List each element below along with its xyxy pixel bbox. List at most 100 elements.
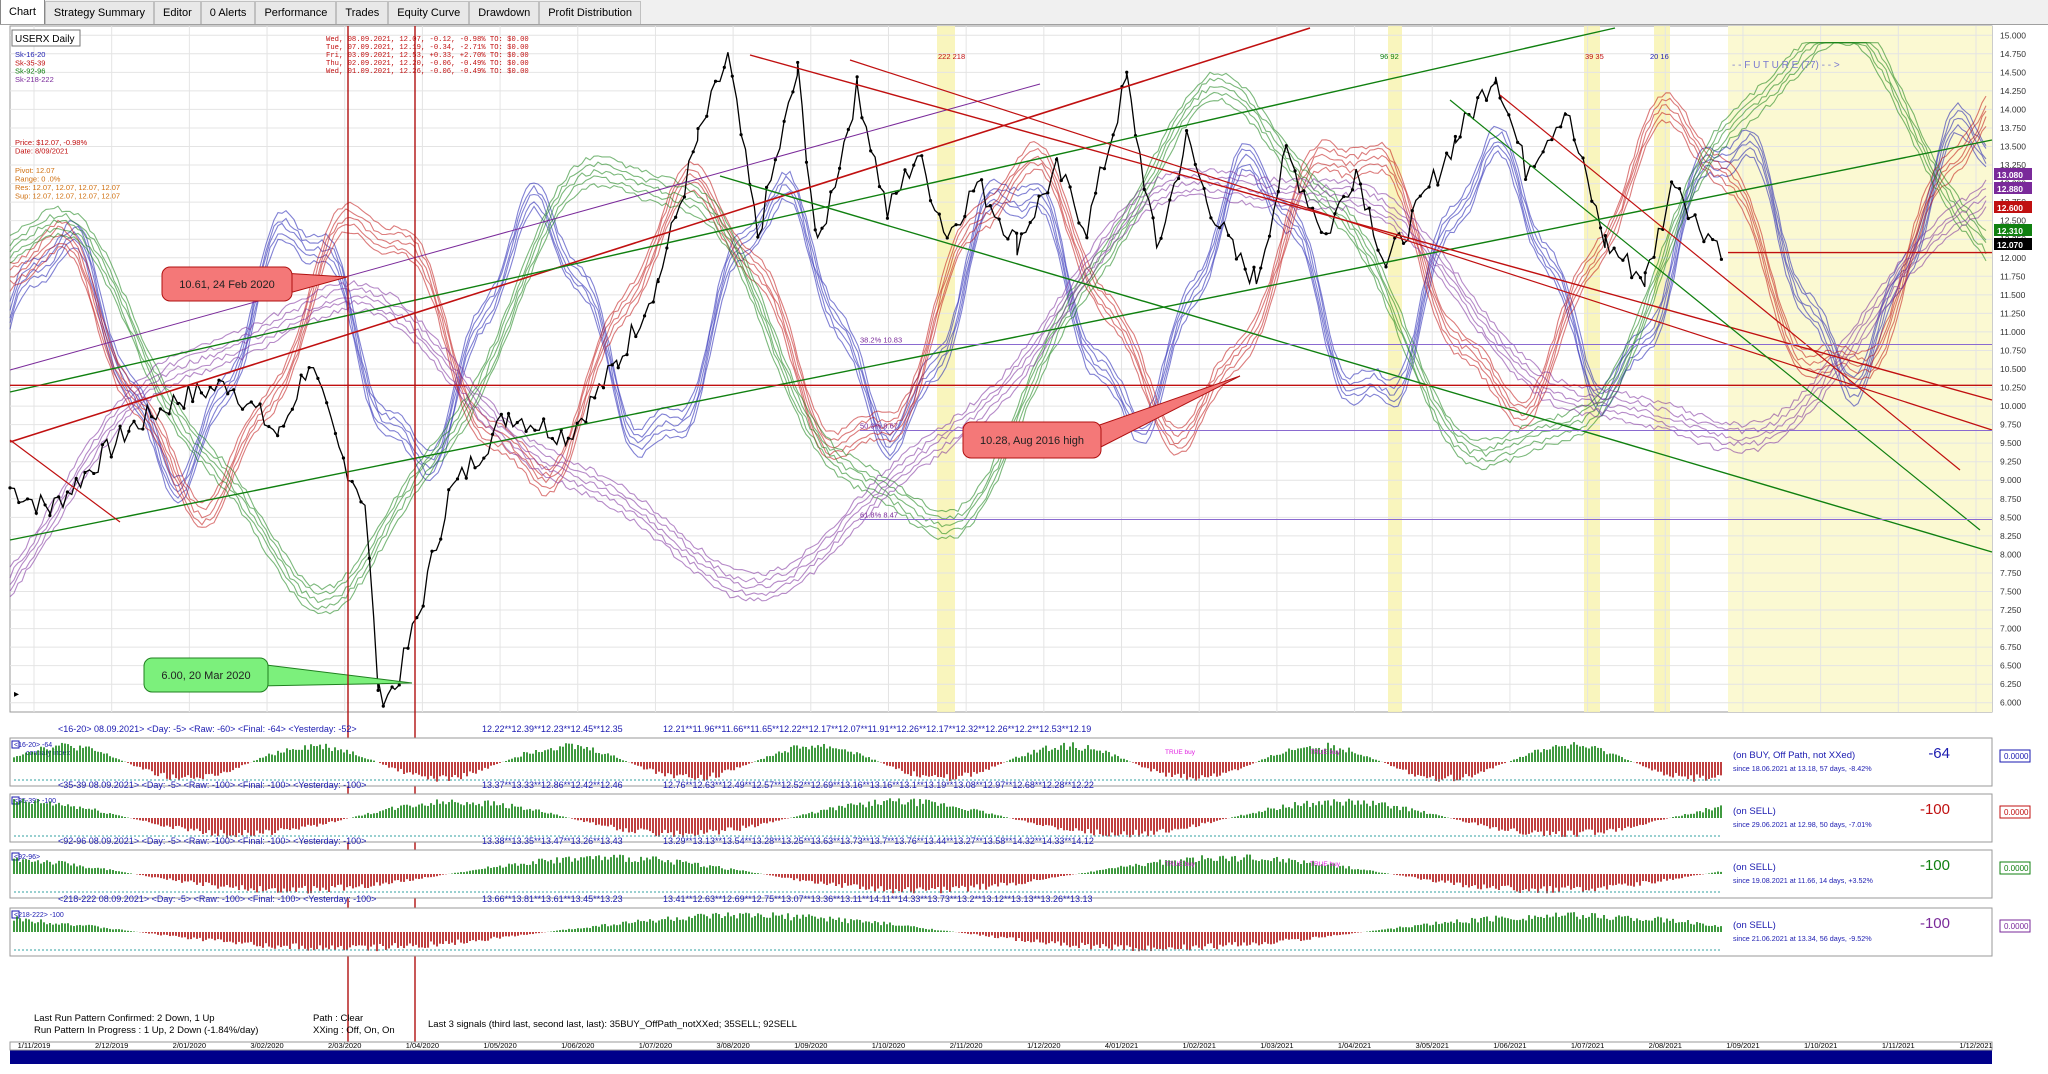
price-dot bbox=[1523, 177, 1528, 182]
price-dot bbox=[191, 399, 195, 404]
price-dot bbox=[515, 420, 519, 425]
price-dot bbox=[1621, 258, 1625, 262]
tab-profit-distribution[interactable]: Profit Distribution bbox=[539, 1, 641, 24]
price-dot bbox=[333, 431, 338, 436]
price-dot bbox=[739, 133, 743, 137]
price-dot bbox=[1324, 232, 1328, 236]
price-axis-label: 7.000 bbox=[2000, 624, 2022, 634]
down-trendline-red bbox=[749, 54, 1993, 401]
price-axis-label: 8.750 bbox=[2000, 494, 2022, 504]
indicator-value: 0.0000 bbox=[2004, 752, 2029, 761]
price-dot bbox=[43, 503, 47, 507]
price-dot bbox=[34, 511, 38, 515]
price-dot bbox=[1410, 209, 1414, 213]
date-axis-label: 1/11/2021 bbox=[1882, 1041, 1915, 1050]
price-dot bbox=[1218, 226, 1222, 230]
tab-performance[interactable]: Performance bbox=[255, 1, 337, 24]
indicator-value-box bbox=[1999, 861, 2031, 875]
price-dot bbox=[57, 495, 61, 499]
indicator-panel-1[interactable]: <35-39 08.09.2021> <Day: -5> <Raw: -100>… bbox=[9, 780, 2031, 843]
price-dot bbox=[92, 471, 96, 476]
indicator-header: <35-39 08.09.2021> <Day: -5> <Raw: -100>… bbox=[58, 780, 366, 790]
callout-20mar2020: 6.00, 20 Mar 2020 bbox=[143, 657, 413, 693]
price-dot bbox=[1046, 191, 1050, 195]
band-218-222-line bbox=[9, 193, 1987, 602]
price-dot bbox=[1603, 234, 1607, 238]
price-dot bbox=[1376, 248, 1380, 252]
tab-editor[interactable]: Editor bbox=[154, 1, 201, 24]
price-dot bbox=[381, 704, 385, 708]
price-axis-label: 6.500 bbox=[2000, 661, 2022, 671]
price-dot bbox=[912, 163, 916, 167]
collapse-icon[interactable] bbox=[11, 796, 20, 805]
price-dot bbox=[1418, 194, 1422, 198]
price-dot bbox=[804, 160, 809, 164]
price-dot bbox=[1453, 134, 1457, 139]
cycle-label: 39 35 bbox=[1585, 52, 1604, 61]
chart-workspace[interactable]: 15.000 14.750 14.500 14.250 14.000 13.750 13.5… bbox=[0, 24, 2048, 1074]
footer-info: Last Run Pattern Confirmed: 2 Down, 1 Up… bbox=[34, 1013, 797, 1036]
price-dot bbox=[149, 415, 154, 419]
band-218-222-line bbox=[9, 188, 1987, 597]
date-axis-label: 2/12/2019 bbox=[95, 1041, 128, 1050]
tab-strategy-summary[interactable]: Strategy Summary bbox=[44, 1, 154, 24]
price-dot bbox=[656, 279, 660, 284]
indicator-status: (on BUY, Off Path, not XXed) bbox=[1733, 750, 1855, 761]
price-dot bbox=[533, 428, 537, 432]
price-axis-label: 7.500 bbox=[2000, 586, 2022, 596]
date-axis-label: 1/09/2020 bbox=[794, 1041, 827, 1050]
tab-drawdown[interactable]: Drawdown bbox=[469, 1, 540, 24]
indicator-panel-0[interactable]: <16-20> 08.09.2021> <Day: -5> <Raw: -60>… bbox=[9, 724, 2031, 787]
price-axis-label: 14.750 bbox=[2000, 49, 2026, 59]
price-dot bbox=[490, 432, 495, 436]
collapse-icon[interactable] bbox=[11, 910, 20, 919]
collapse-icon[interactable] bbox=[11, 740, 20, 749]
price-dot bbox=[1711, 237, 1715, 242]
callout-24feb2020-box bbox=[161, 266, 293, 302]
xxing-status: XXing : Off, On, On bbox=[313, 1025, 395, 1036]
price-dot bbox=[1669, 180, 1674, 184]
price-dot bbox=[963, 214, 967, 219]
indicator-detail: since 18.06.2021 at 13.18, 57 days, -8.4… bbox=[1733, 764, 1872, 773]
legend-box: USERX Daily Sk-16-20Sk-35-39Sk-92-96Sk-21… bbox=[11, 29, 529, 201]
price-axis-label: 8.500 bbox=[2000, 512, 2022, 522]
price-dot bbox=[290, 407, 294, 411]
price-dot bbox=[642, 314, 647, 318]
price-dot bbox=[141, 427, 145, 431]
price-dot bbox=[885, 216, 890, 220]
price-dot bbox=[773, 158, 777, 162]
date-axis-label: 2/08/2021 bbox=[1649, 1041, 1682, 1050]
price-axis-label: 9.250 bbox=[2000, 457, 2022, 467]
price-dot bbox=[860, 116, 864, 120]
price-axis-label: 9.750 bbox=[2000, 420, 2022, 430]
price-axis-label: 12.000 bbox=[2000, 253, 2026, 263]
price-dot bbox=[730, 74, 734, 78]
tab-equity-curve[interactable]: Equity Curve bbox=[388, 1, 470, 24]
collapse-icon[interactable] bbox=[11, 852, 20, 861]
indicator-panel-2[interactable]: <92-96 08.09.2021> <Day: -5> <Raw: -100>… bbox=[9, 836, 2031, 899]
tab-trades[interactable]: Trades bbox=[336, 1, 389, 24]
price-dot bbox=[100, 443, 105, 447]
price-dot bbox=[1590, 199, 1594, 203]
price-dot bbox=[1028, 220, 1032, 225]
price-dot bbox=[1226, 233, 1231, 237]
band-35-39-line bbox=[9, 111, 1987, 526]
price-dot bbox=[1276, 189, 1280, 194]
band-92-96-line bbox=[9, 42, 1987, 611]
price-dot bbox=[1342, 194, 1346, 199]
trendline-purple bbox=[9, 83, 1041, 371]
cycle-label: 96 92 bbox=[1380, 52, 1399, 61]
price-dot bbox=[1484, 98, 1489, 102]
price-dot bbox=[1612, 246, 1616, 250]
price-dot bbox=[1516, 140, 1520, 144]
price-panel[interactable]: 15.000 14.750 14.500 14.250 14.000 13.750 13.5… bbox=[8, 25, 2032, 713]
indicator-header: <92-96 08.09.2021> <Day: -5> <Raw: -100>… bbox=[58, 836, 366, 846]
indicator-panel-3[interactable]: <218-222 08.09.2021> <Day: -5> <Raw: -10… bbox=[9, 894, 2031, 957]
price-dot bbox=[601, 386, 606, 390]
price-dot bbox=[1111, 133, 1115, 137]
price-badge-text: 13.080 bbox=[1997, 170, 2023, 180]
price-dot bbox=[1559, 125, 1563, 129]
tab-0-alerts[interactable]: 0 Alerts bbox=[200, 1, 256, 24]
price-dot bbox=[1267, 234, 1272, 238]
tab-chart[interactable]: Chart bbox=[0, 0, 45, 24]
